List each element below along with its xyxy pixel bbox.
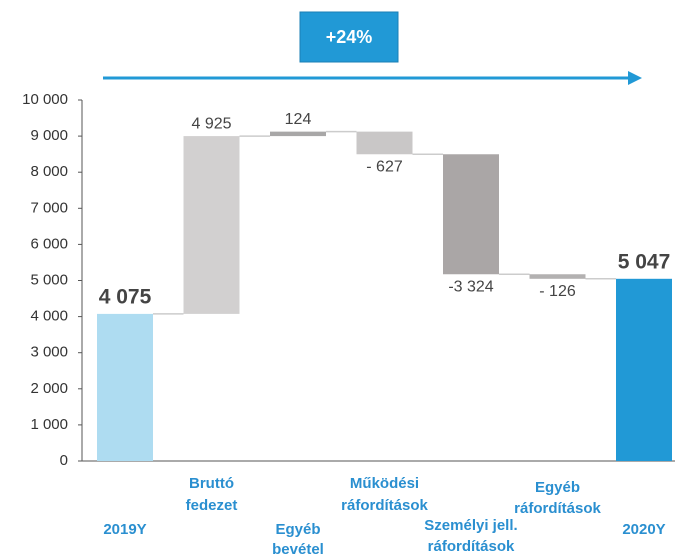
total-label: 4 075 [99, 285, 152, 308]
annotation: +24% [326, 27, 373, 47]
x-tick-label: Egyéb [275, 521, 320, 538]
y-tick-label: 2 000 [30, 380, 68, 397]
bar [356, 131, 413, 155]
y-tick-label: 8 000 [30, 163, 68, 180]
x-tick-label: Személyi jell. [424, 517, 517, 534]
value-label: - 627 [366, 158, 403, 175]
bar [443, 154, 499, 275]
y-tick-label: 3 000 [30, 344, 68, 361]
total-label: 5 047 [618, 250, 671, 273]
x-tick-label: Egyéb [535, 479, 580, 496]
x-tick-label: ráfordítások [341, 497, 428, 514]
annotation-box [299, 11, 399, 63]
x-tick-label: ráfordítások [428, 538, 515, 555]
bar [183, 136, 240, 314]
x-tick-label: 2019Y [103, 521, 146, 538]
bar [616, 278, 672, 461]
y-tick-label: 5 000 [30, 271, 68, 288]
bar [97, 313, 153, 461]
x-tick-label: 2020Y [622, 521, 665, 538]
y-tick-label: 6 000 [30, 235, 68, 252]
value-label: 124 [285, 111, 312, 128]
y-tick-label: 9 000 [30, 127, 68, 144]
y-tick-label: 1 000 [30, 416, 68, 433]
arrow-head [628, 71, 642, 85]
y-tick-label: 0 [60, 452, 68, 469]
bar [270, 131, 326, 137]
x-tick-label: ráfordítások [514, 500, 601, 517]
value-label: -3 324 [448, 278, 493, 295]
x-tick-label: bevétel [272, 541, 324, 558]
value-label: 4 925 [191, 115, 231, 132]
y-tick-label: 10 000 [22, 91, 68, 108]
y-tick-label: 4 000 [30, 308, 68, 325]
x-tick-label: Bruttó [189, 475, 234, 492]
x-tick-label: fedezet [186, 497, 238, 514]
y-tick-label: 7 000 [30, 199, 68, 216]
value-label: - 126 [539, 283, 576, 300]
bar [529, 274, 586, 279]
x-tick-label: Működési [350, 475, 419, 492]
